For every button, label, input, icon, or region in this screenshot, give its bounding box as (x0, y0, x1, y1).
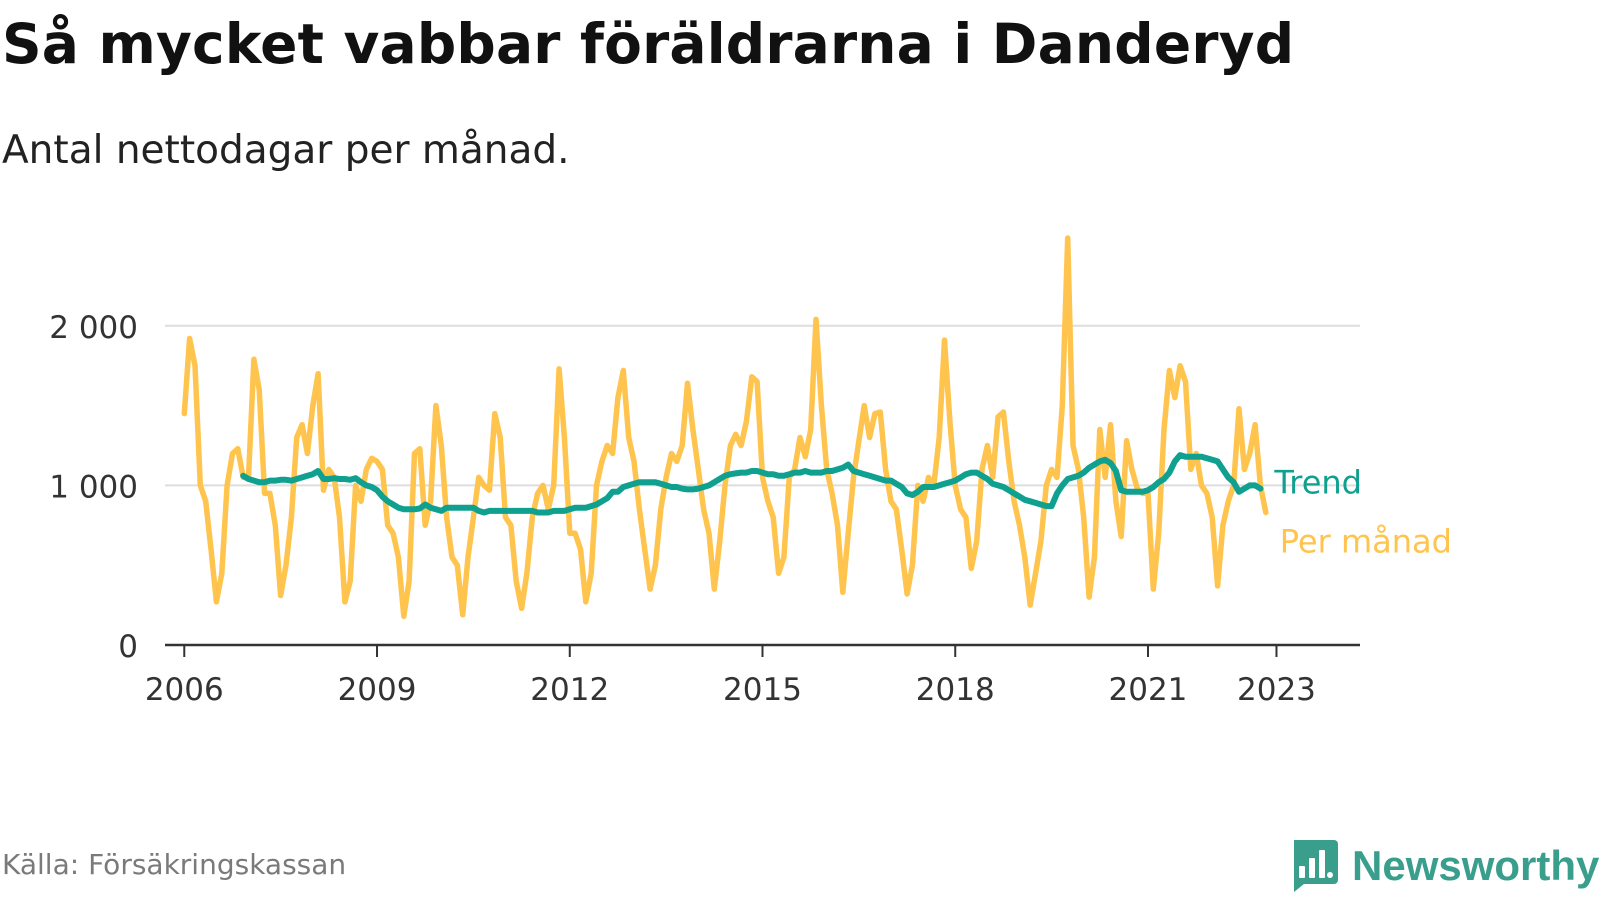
y-tick-label: 0 (118, 629, 138, 665)
series-label: Per månad (1280, 523, 1452, 561)
x-tick-label: 2023 (1237, 672, 1316, 708)
newsworthy-brand[interactable]: Newsworthy (1290, 840, 1599, 892)
x-tick-label: 2012 (530, 672, 609, 708)
x-tick-label: 2018 (916, 672, 995, 708)
x-tick-label: 2009 (338, 672, 417, 708)
series-line-per-manad (181, 235, 1269, 620)
brand-name: Newsworthy (1352, 842, 1600, 889)
x-tick-label: 2006 (145, 672, 224, 708)
newsworthy-logo-icon (1294, 840, 1338, 892)
chart-subtitle: Antal nettodagar per månad. (2, 128, 570, 173)
x-tick-label: 2015 (723, 672, 802, 708)
series-label: Trend (1273, 464, 1362, 502)
chart-title: Så mycket vabbar föräldrarna i Danderyd (2, 12, 1295, 76)
source-note: Källa: Försäkringskassan (2, 848, 347, 881)
series-line-trend (240, 452, 1264, 516)
x-tick-label: 2021 (1109, 672, 1188, 708)
y-tick-label: 2 000 (49, 310, 138, 346)
y-tick-label: 1 000 (49, 469, 138, 505)
